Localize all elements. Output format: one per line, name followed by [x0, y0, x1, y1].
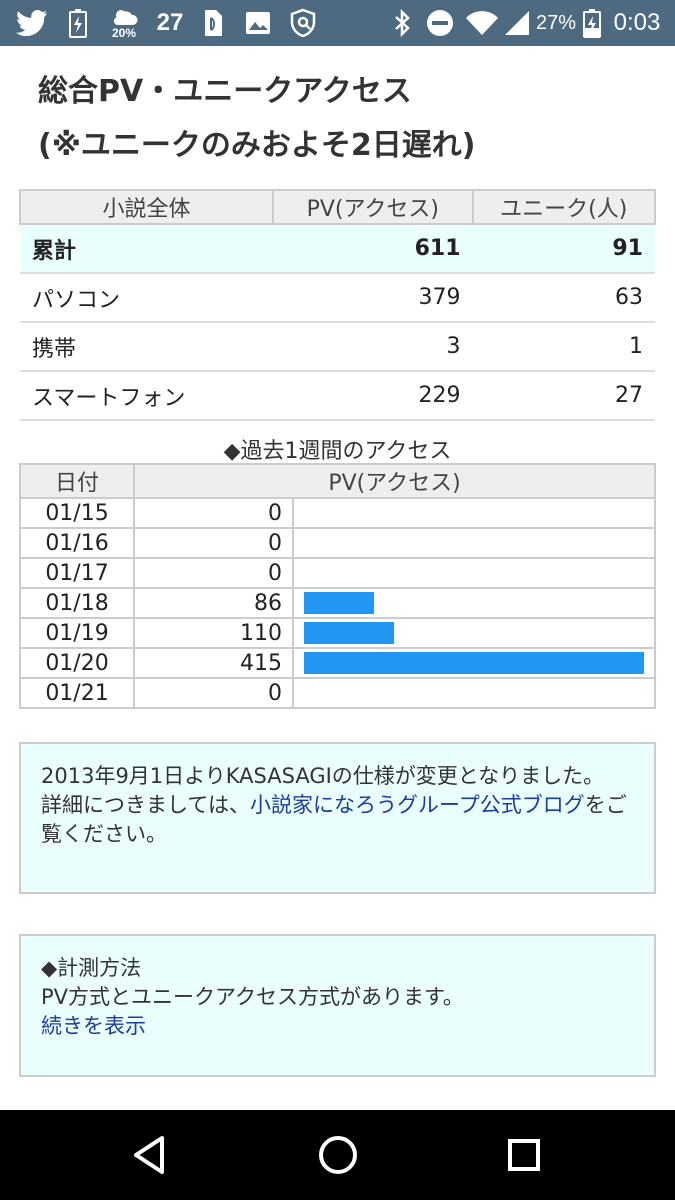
notice-detail-prefix: 詳細につきましては、 — [41, 793, 250, 817]
weather-icon: 20% — [104, 0, 144, 46]
weekly-row-date: 01/15 — [18, 497, 136, 529]
summary-header-row: 小説全体 PV(アクセス) ユニーク(人) — [18, 189, 657, 225]
show-more-link[interactable]: 続きを表示 — [41, 1014, 146, 1038]
weekly-row: 01/21 0 — [18, 677, 656, 709]
summary-row-pv: 611 — [273, 224, 473, 274]
weather-percent: 20% — [111, 26, 137, 40]
twitter-icon — [14, 0, 50, 46]
weekly-row-pv: 0 — [133, 557, 294, 589]
page-title: 総合PV・ユニークアクセス — [38, 74, 412, 109]
nfc-icon — [200, 0, 226, 46]
weekly-row-date: 01/20 — [18, 647, 136, 679]
notice-detail: 詳細につきましては、小説家になろうグループ公式ブログをご覧ください。 — [41, 791, 634, 849]
pv-bar — [304, 652, 644, 674]
summary-row-unique: 91 — [472, 224, 655, 274]
summary-row-label: 累計 — [20, 224, 274, 274]
summary-row-label: 携帯 — [20, 322, 274, 372]
status-bar: 20% 27 27% 0:03 — [0, 0, 675, 46]
official-blog-link[interactable]: 小説家になろうグループ公式ブログ — [249, 793, 585, 817]
do-not-disturb-icon — [424, 0, 456, 46]
image-icon — [242, 0, 274, 46]
weekly-row-pv: 110 — [133, 617, 294, 649]
spec-change-notice: 2013年9月1日よりKASASAGIの仕様が変更となりました。 詳細につきまし… — [19, 742, 656, 894]
weekly-header-pv: PV(アクセス) — [133, 463, 656, 499]
summary-row-total: 累計 611 91 — [20, 224, 655, 274]
method-title: ◆計測方法 — [41, 956, 142, 980]
summary-row-label: パソコン — [20, 273, 274, 323]
battery-icon — [580, 0, 604, 46]
summary-row-pv: 3 — [273, 322, 473, 372]
measurement-method-box: ◆計測方法 PV方式とユニークアクセス方式があります。 続きを表示 — [19, 934, 656, 1077]
weekly-title: ◆過去1週間のアクセス — [223, 439, 452, 464]
signal-icon — [502, 0, 532, 46]
weekly-row: 01/18 86 — [18, 587, 656, 619]
weekly-row-pv: 86 — [133, 587, 294, 619]
battery-saver-icon — [66, 0, 90, 46]
weekly-header-date: 日付 — [18, 463, 136, 499]
weekly-row: 01/19 110 — [18, 617, 656, 649]
summary-row: 携帯 3 1 — [20, 322, 655, 372]
weekly-row-date: 01/17 — [18, 557, 136, 589]
weekly-header-row: 日付 PV(アクセス) — [18, 463, 656, 499]
home-icon[interactable] — [310, 1130, 366, 1180]
page-subtitle: (※ユニークのみおよそ2日遅れ) — [38, 128, 476, 163]
weekly-row-pv: 0 — [133, 527, 294, 559]
summary-header-unique: ユニーク(人) — [471, 189, 657, 225]
recents-icon[interactable] — [496, 1130, 552, 1180]
summary-row-label: スマートフォン — [20, 371, 274, 421]
summary-row: パソコン 379 63 — [20, 273, 655, 323]
summary-row: スマートフォン 229 27 — [20, 371, 655, 421]
weekly-row-bar-cell — [292, 527, 656, 559]
weekly-row: 01/20 415 — [18, 647, 656, 679]
weekly-row-bar-cell — [292, 587, 656, 619]
method-text: PV方式とユニークアクセス方式があります。 — [41, 985, 464, 1009]
summary-row-unique: 27 — [472, 371, 655, 421]
weekly-row-bar-cell — [292, 617, 656, 649]
summary-header-pv: PV(アクセス) — [272, 189, 474, 225]
weekly-row: 01/16 0 — [18, 527, 656, 559]
weekly-row-pv: 0 — [133, 677, 294, 709]
bluetooth-icon — [388, 0, 416, 46]
pv-bar — [304, 592, 374, 614]
weekly-row: 01/15 0 — [18, 497, 656, 529]
weekly-row-date: 01/16 — [18, 527, 136, 559]
weekly-table: 日付 PV(アクセス) 01/15 0 01/16 0 01/17 0 01/18 86 01/… — [18, 463, 656, 709]
weekly-row-bar-cell — [292, 647, 656, 679]
summary-row-pv: 229 — [273, 371, 473, 421]
notice-detail-suffix: をご覧ください。 — [41, 793, 627, 846]
clock: 0:03 — [613, 9, 661, 36]
summary-header-category: 小説全体 — [18, 189, 275, 225]
weekly-row-date: 01/18 — [18, 587, 136, 619]
summary-row-unique: 1 — [472, 322, 655, 372]
weekly-row-pv: 0 — [133, 497, 294, 529]
shield-icon — [286, 0, 320, 46]
battery-percent: 27% — [535, 11, 577, 34]
summary-row-unique: 63 — [472, 273, 655, 323]
weekly-row-pv: 415 — [133, 647, 294, 679]
weekly-row-date: 01/19 — [18, 617, 136, 649]
weekly-row-date: 01/21 — [18, 677, 136, 709]
pv-bar — [304, 622, 394, 644]
temperature: 27 — [156, 9, 184, 36]
notice-text: 2013年9月1日よりKASASAGIの仕様が変更となりました。 — [41, 764, 605, 788]
summary-row-pv: 379 — [273, 273, 473, 323]
wifi-icon — [464, 0, 500, 46]
page-content: 総合PV・ユニークアクセス (※ユニークのみおよそ2日遅れ) 小説全体 PV(ア… — [0, 46, 675, 1110]
back-icon[interactable] — [122, 1130, 178, 1180]
weekly-row-bar-cell — [292, 677, 656, 709]
navigation-bar — [0, 1110, 675, 1200]
weekly-row-bar-cell — [292, 497, 656, 529]
summary-table: 小説全体 PV(アクセス) ユニーク(人) 累計 611 91 パソコン 379 63 携帯… — [18, 189, 657, 421]
weekly-row: 01/17 0 — [18, 557, 656, 589]
weekly-row-bar-cell — [292, 557, 656, 589]
